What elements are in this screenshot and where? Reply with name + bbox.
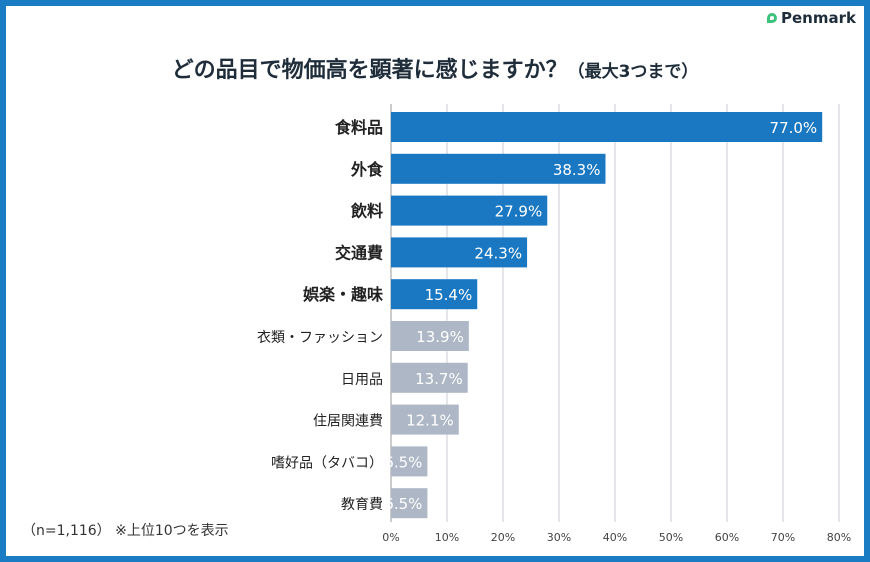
category-label: 飲料 [350,202,383,221]
data-label: 27.9% [495,203,543,221]
bar [391,279,478,310]
bar [391,488,428,519]
x-tick-label: 20% [491,531,515,544]
data-label: 6.5% [384,495,422,513]
x-tick-label: 50% [659,531,683,544]
chart-title: どの品目で物価高を顕著に感じますか？（最大3つまで） [0,52,870,84]
data-label: 15.4% [425,286,473,304]
sample-note: （n=1,116） ※上位10つを表示 [22,523,229,539]
penmark-logo-icon [767,13,778,23]
category-label: 交通費 [335,243,383,262]
bar [391,153,606,184]
category-label: 食料品 [334,118,383,137]
x-tick-label: 60% [715,531,739,544]
data-label: 38.3% [553,161,601,179]
x-tick-label: 80% [827,531,851,544]
x-tick-label: 10% [435,531,459,544]
data-label: 77.0% [770,119,818,137]
category-label: 外食 [350,160,384,179]
x-tick-label: 30% [547,531,571,544]
chart-title-sub: （最大3つまで） [567,62,699,82]
category-label: 娯楽・趣味 [303,285,383,304]
x-tick-label: 70% [771,531,795,544]
category-label: 衣類・ファッション [257,330,383,346]
bar [391,237,528,268]
x-tick-label: 40% [603,531,627,544]
data-label: 12.1% [406,412,454,430]
data-label: 24.3% [474,244,522,262]
data-label: 13.9% [416,328,464,346]
data-label: 13.7% [415,370,463,388]
x-tick-label: 0% [382,531,399,544]
category-label: 嗜好品（タバコ） [271,455,383,471]
bar [391,404,459,435]
bar [391,112,823,142]
category-label: 住居関連費 [313,414,383,430]
chart-title-main: どの品目で物価高を顕著に感じますか？ [171,58,568,83]
logo-text: Penmark [781,9,856,27]
bar [391,321,469,351]
category-label: 日用品 [341,372,383,388]
bar [391,195,548,226]
bar [391,446,428,477]
penmark-logo: Penmark [767,9,856,27]
data-label: 6.5% [384,453,422,471]
bar [391,362,468,393]
category-label: 教育費 [341,497,383,513]
